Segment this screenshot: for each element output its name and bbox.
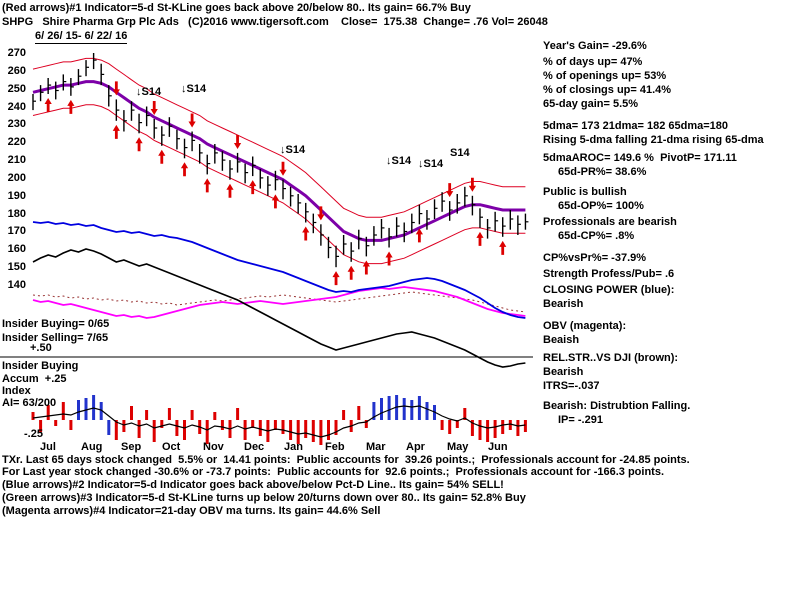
footer-magenta-arrows: (Magenta arrows)#4 Indicator=21-day OBV …	[2, 505, 381, 517]
price-tick-label: 240	[7, 101, 26, 113]
ip-value: IP= -.291	[558, 414, 603, 426]
stat-65d-pr: 65d-PR%= 38.6%	[558, 166, 647, 178]
month-label: Jul	[40, 441, 56, 453]
relstr-status: Bearish	[543, 366, 584, 378]
svg-text:↓S14: ↓S14	[386, 155, 412, 167]
stat-days-up: % of days up= 47%	[543, 56, 643, 68]
accum-index-label-3: Index	[2, 385, 31, 397]
accum-index-label-1: Insider Buying	[2, 360, 79, 372]
footer-65day-summary: TXr. Last 65 days stock changed 5.5% or …	[2, 454, 690, 466]
footer-green-arrows: (Green arrows)#3 Indicator=5-d St-KLine …	[2, 492, 526, 504]
price-chart-canvas: ↓S14 ↓S14 ↓S14 ↓S14 ↓S14 S14	[0, 53, 533, 445]
symbol-info-line: SHPG Shire Pharma Grp Plc Ads (C)2016 ww…	[2, 16, 548, 28]
accum-index-label-2: Accum +.25	[2, 373, 67, 385]
accum-scale-plus50: +.50	[30, 342, 52, 354]
accum-scale-minus25: -.25	[24, 428, 43, 440]
date-range: 6/ 26/ 15- 6/ 22/ 16	[35, 30, 128, 44]
price-tick-label: 190	[7, 190, 26, 202]
month-label: Oct	[162, 441, 181, 453]
stat-cp-vs-pr: CP%vsPr%= -37.9%	[543, 252, 647, 264]
month-axis: Jul Aug Sep Oct Nov Dec Jan Feb Mar Apr May Jun	[0, 441, 540, 454]
price-axis: 270 260 250 240 230 220 210 200 190 180 170 160 150 1…	[0, 0, 28, 460]
month-label: May	[447, 441, 469, 453]
svg-text:S14: S14	[450, 147, 470, 159]
price-tick-label: 160	[7, 243, 26, 255]
obv-status: Beaish	[543, 334, 580, 346]
closing-power-status: Bearish	[543, 298, 584, 310]
footer-year-summary: For Last year stock changed -30.6% or -7…	[2, 466, 664, 478]
price-tick-label: 170	[7, 225, 26, 237]
svg-text:↓S14: ↓S14	[280, 144, 306, 156]
obv-header: OBV (magenta):	[543, 320, 627, 332]
month-label: Jan	[284, 441, 303, 453]
itrs-value: ITRS=-.037	[543, 380, 600, 392]
stat-openings-up: % of openings up= 53%	[543, 70, 667, 82]
distribution-status: Bearish: Distrubtion Falling.	[543, 400, 691, 412]
stat-prof-bearish: Professionals are bearish	[543, 216, 677, 228]
price-tick-label: 210	[7, 154, 26, 166]
stat-65d-cp: 65d-CP%= .8%	[558, 230, 635, 242]
stat-years-gain: Year's Gain= -29.6%	[543, 40, 647, 52]
closing-power-header: CLOSING POWER (blue):	[543, 284, 675, 296]
month-label: Feb	[325, 441, 345, 453]
insider-selling-stat: Insider Selling= 7/65	[2, 332, 109, 344]
month-label: Nov	[203, 441, 224, 453]
price-tick-label: 230	[7, 118, 26, 130]
price-tick-label: 150	[7, 261, 26, 273]
svg-text:↓S14: ↓S14	[181, 83, 207, 95]
price-tick-label: 270	[7, 47, 26, 59]
relstr-header: REL.STR..VS DJI (brown):	[543, 352, 679, 364]
month-label: Sep	[121, 441, 142, 453]
accum-index-value: AI= 63/200	[2, 397, 57, 409]
svg-text:↓S14: ↓S14	[136, 86, 162, 98]
stat-dma-trend: Rising 5-dma falling 21-dma rising 65-dm…	[543, 134, 764, 146]
month-label: Dec	[244, 441, 265, 453]
month-label: Mar	[366, 441, 386, 453]
price-tick-label: 140	[7, 279, 26, 291]
stat-strength-ratio: Strength Profess/Pub= .6	[543, 268, 675, 280]
price-tick-label: 200	[7, 172, 26, 184]
stat-closings-up: % of closings up= 41.4%	[543, 84, 672, 96]
price-tick-label: 220	[7, 136, 26, 148]
stat-dma-values: 5dma= 173 21dma= 182 65dma=180	[543, 120, 728, 132]
price-tick-label: 260	[7, 65, 26, 77]
month-label: Jun	[488, 441, 508, 453]
month-label: Apr	[406, 441, 425, 453]
signal-summary-line: (Red arrows)#1 Indicator=5-d St-KLine go…	[2, 2, 471, 14]
price-tick-label: 250	[7, 83, 26, 95]
svg-text:↓S14: ↓S14	[418, 158, 444, 170]
stat-65day-gain: 65-day gain= 5.5%	[543, 98, 639, 110]
stat-65d-op: 65d-OP%= 100%	[558, 200, 644, 212]
stat-public-bullish: Public is bullish	[543, 186, 627, 198]
month-label: Aug	[81, 441, 103, 453]
price-tick-label: 180	[7, 208, 26, 220]
footer-blue-arrows: (Blue arrows)#2 Indicator=5-d Indicator …	[2, 479, 504, 491]
stat-aroc-pivot: 5dmaAROC= 149.6 % PivotP= 171.11	[543, 152, 737, 164]
insider-buying-stat: Insider Buying= 0/65	[2, 318, 110, 330]
